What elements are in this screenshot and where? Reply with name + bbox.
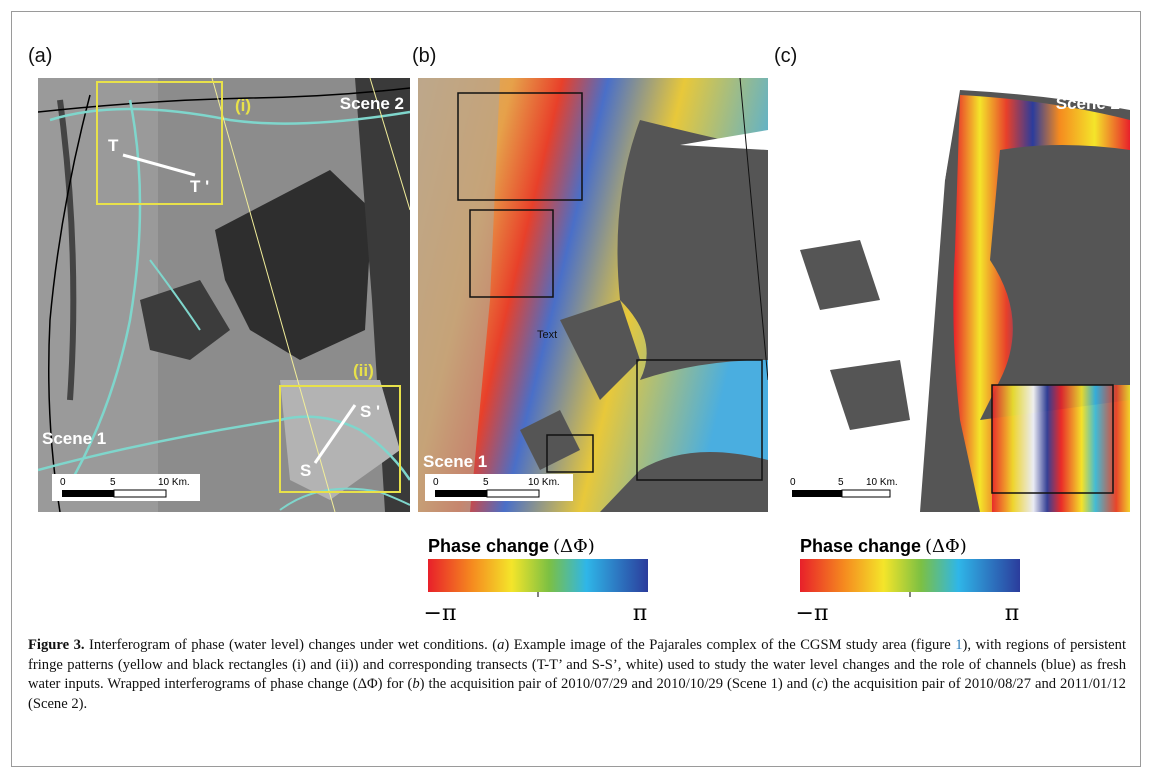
caption-label: Figure 3. (28, 637, 85, 653)
scale-label: 0 (433, 477, 439, 488)
panel-label: (a) (28, 45, 52, 67)
colorbar-title: Phase change (800, 536, 921, 556)
region-label: (i) (235, 96, 251, 115)
colorbar-title: Phase change (428, 536, 549, 556)
colorbar-max: π (633, 601, 647, 626)
scene-label: Scene 2 (1056, 94, 1120, 113)
scale-bar: 0 5 10 Km. (787, 474, 898, 501)
colorbar: Phase change (ΔΦ) −π π (424, 536, 648, 626)
caption-text: ), with regions of persistent fringe pat… (28, 637, 1127, 692)
colorbar: Phase change (ΔΦ) −π π (796, 536, 1020, 626)
caption-text: a (497, 637, 505, 653)
caption-text: Interferogram of phase (water level) cha… (89, 637, 498, 653)
transect-label: T ' (190, 177, 209, 196)
figure-caption: Figure 3. Interferogram of phase (water … (28, 636, 1126, 714)
colorbar-symbol: (ΔΦ) (925, 536, 967, 557)
scene-label: Scene 2 (340, 94, 404, 113)
scale-label: 10 Km. (528, 477, 560, 488)
colorbar-max: π (1005, 601, 1019, 626)
transect-label: S (300, 461, 311, 480)
figure-panels: (a) Scene 2 Scene 1 (i) (ii) T T ' S ' S… (28, 45, 1130, 626)
colorbar-min: −π (424, 601, 457, 626)
panel-label: (b) (412, 45, 436, 67)
scale-label: 0 (60, 477, 66, 488)
caption-text: b (412, 676, 420, 692)
colorbar-min: −π (796, 601, 829, 626)
figure-frame (11, 11, 1141, 767)
caption-text: ) Example image of the Pajarales complex… (504, 637, 956, 653)
scale-label: 5 (838, 477, 844, 488)
scale-label: 5 (110, 477, 116, 488)
panel-a-image (38, 78, 410, 512)
caption-text: c (816, 676, 824, 692)
scale-label: 10 Km. (866, 477, 898, 488)
caption-text: ) the acquisition pair of 2010/07/29 and… (419, 676, 817, 692)
caption-text: ) the acquisition pair of 2010/08/27 and… (28, 676, 1126, 712)
figure-link[interactable]: 1 (955, 637, 963, 653)
panel-label: (c) (774, 45, 797, 67)
scene-label: Scene 1 (42, 429, 106, 448)
scale-bar: 0 5 10 Km. (425, 474, 573, 501)
scale-label: 10 Km. (158, 477, 190, 488)
scale-label: 5 (483, 477, 489, 488)
scale-label: 0 (790, 477, 796, 488)
scale-bar: 0 5 10 Km. (52, 474, 200, 501)
scene-label: Scene 1 (423, 452, 487, 471)
colorbar-symbol: (ΔΦ) (553, 536, 595, 557)
caption-text: ΔΦ (357, 676, 378, 692)
caption-text: ) for ( (377, 676, 413, 692)
annotation: Text (537, 329, 557, 341)
transect-label: T (108, 136, 119, 155)
panel-c-image (778, 78, 1130, 512)
region-label: (ii) (353, 361, 374, 380)
transect-label: S ' (360, 402, 380, 421)
panel-b-image (418, 78, 768, 512)
